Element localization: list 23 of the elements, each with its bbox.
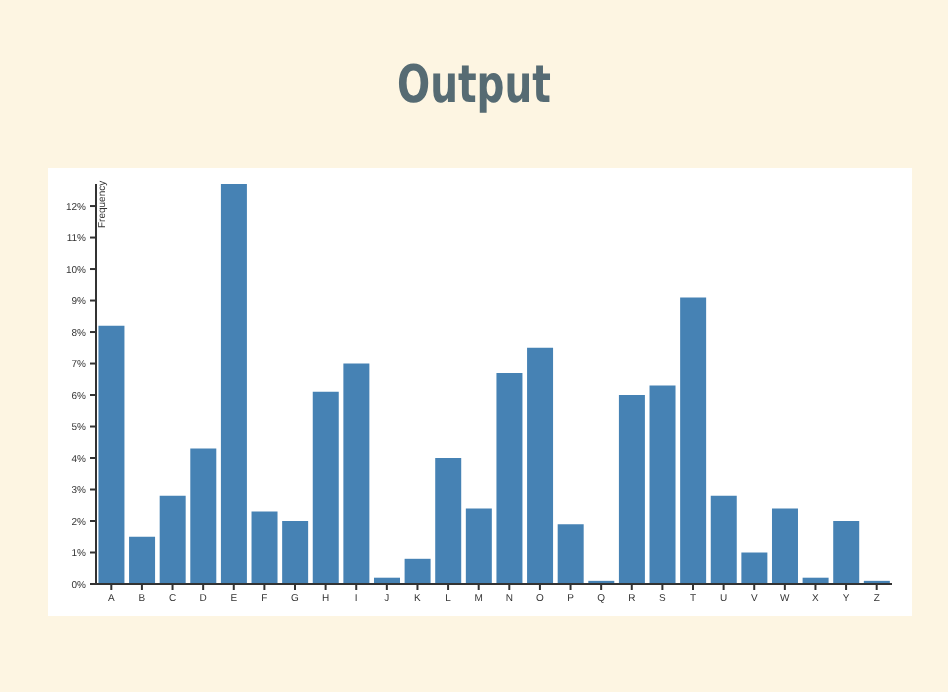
bar	[404, 558, 431, 584]
bar	[343, 363, 370, 584]
bar	[282, 521, 309, 584]
bar	[710, 495, 737, 584]
bar	[680, 297, 707, 584]
bar	[435, 458, 462, 584]
bar	[618, 395, 645, 584]
bar	[771, 508, 798, 584]
bar	[312, 391, 339, 584]
bar	[557, 524, 584, 584]
bar	[98, 325, 125, 584]
bar	[190, 448, 217, 584]
bar	[649, 385, 676, 584]
bar	[496, 372, 523, 584]
chart-title: Output	[395, 56, 553, 116]
bar	[220, 184, 247, 584]
bar	[833, 521, 860, 584]
bar	[129, 536, 156, 584]
bar	[251, 511, 278, 584]
bar	[527, 347, 554, 584]
bar	[465, 508, 492, 584]
bar	[159, 495, 186, 584]
bar	[741, 552, 768, 584]
